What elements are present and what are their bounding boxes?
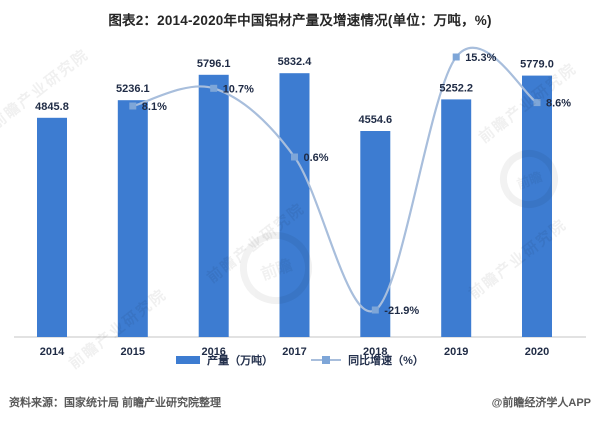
x-axis-label: 2014 bbox=[40, 346, 65, 358]
bar-value-labels: 4845.8 5236.1 5796.1 5832.4 4554.6 5252.2 5779… bbox=[35, 56, 554, 126]
line-markers bbox=[129, 53, 541, 314]
line-series bbox=[131, 46, 539, 313]
growth-value-label: 15.3% bbox=[465, 52, 496, 64]
x-axis-label: 2016 bbox=[201, 346, 225, 358]
bar-series bbox=[37, 73, 552, 338]
x-axis-label: 2020 bbox=[525, 346, 549, 358]
growth-value-label: 8.6% bbox=[546, 98, 571, 110]
chart-title: 图表2：2014-2020年中国铝材产量及增速情况(单位：万吨，%) bbox=[108, 13, 492, 28]
growth-point-2020 bbox=[533, 99, 541, 107]
x-axis-label: 2017 bbox=[282, 346, 306, 358]
growth-value-label: 0.6% bbox=[304, 152, 329, 164]
legend-item-growth: 同比增速（%） bbox=[311, 352, 424, 368]
legend-item-production: 产量（万吨） bbox=[176, 352, 273, 368]
legend-label-production: 产量（万吨） bbox=[207, 355, 274, 367]
x-axis-labels: 2014 2015 2016 2017 2018 2019 2020 bbox=[40, 346, 549, 358]
bar-value-label: 5236.1 bbox=[116, 83, 150, 95]
data-source-note: 资料来源：国家统计局 前瞻产业研究院整理 bbox=[9, 397, 222, 409]
growth-point-2019 bbox=[452, 53, 460, 61]
bar-value-label: 5832.4 bbox=[278, 56, 313, 68]
bar-swatch-icon bbox=[176, 356, 201, 364]
bar-2018 bbox=[360, 131, 391, 337]
x-axis-label: 2015 bbox=[121, 346, 145, 358]
line-swatch-icon bbox=[311, 356, 342, 364]
growth-point-2017 bbox=[291, 153, 298, 161]
credit-note: @前瞻经济学人APP bbox=[491, 397, 591, 409]
bar-2014 bbox=[37, 117, 67, 337]
bar-2019 bbox=[441, 99, 472, 338]
bar-2020 bbox=[522, 75, 552, 337]
legend-label-growth: 同比增速（%） bbox=[348, 355, 424, 367]
growth-value-label: 8.1% bbox=[142, 101, 167, 113]
growth-value-label: -21.9% bbox=[384, 305, 419, 317]
bar-value-label: 4845.8 bbox=[35, 101, 69, 113]
bar-value-label: 4554.6 bbox=[358, 114, 392, 126]
bar-2015 bbox=[117, 100, 148, 337]
bar-value-label: 5796.1 bbox=[197, 58, 231, 70]
legend: 产量（万吨） 同比增速（%） bbox=[0, 351, 600, 369]
bar-value-label: 5252.2 bbox=[439, 82, 473, 94]
growth-value-label: 10.7% bbox=[223, 83, 254, 95]
growth-point-2015 bbox=[129, 102, 137, 110]
growth-value-labels: 8.1% 10.7% 0.6% -21.9% 15.3% 8.6% bbox=[142, 52, 571, 317]
x-axis-label: 2018 bbox=[363, 346, 387, 358]
growth-point-2016 bbox=[210, 84, 218, 92]
x-axis-label: 2019 bbox=[444, 346, 468, 358]
growth-trend-line bbox=[131, 46, 539, 313]
bar-2016 bbox=[198, 74, 229, 338]
growth-point-2018 bbox=[371, 306, 379, 314]
bar-2017 bbox=[279, 73, 310, 337]
bar-value-label: 5779.0 bbox=[520, 59, 554, 71]
